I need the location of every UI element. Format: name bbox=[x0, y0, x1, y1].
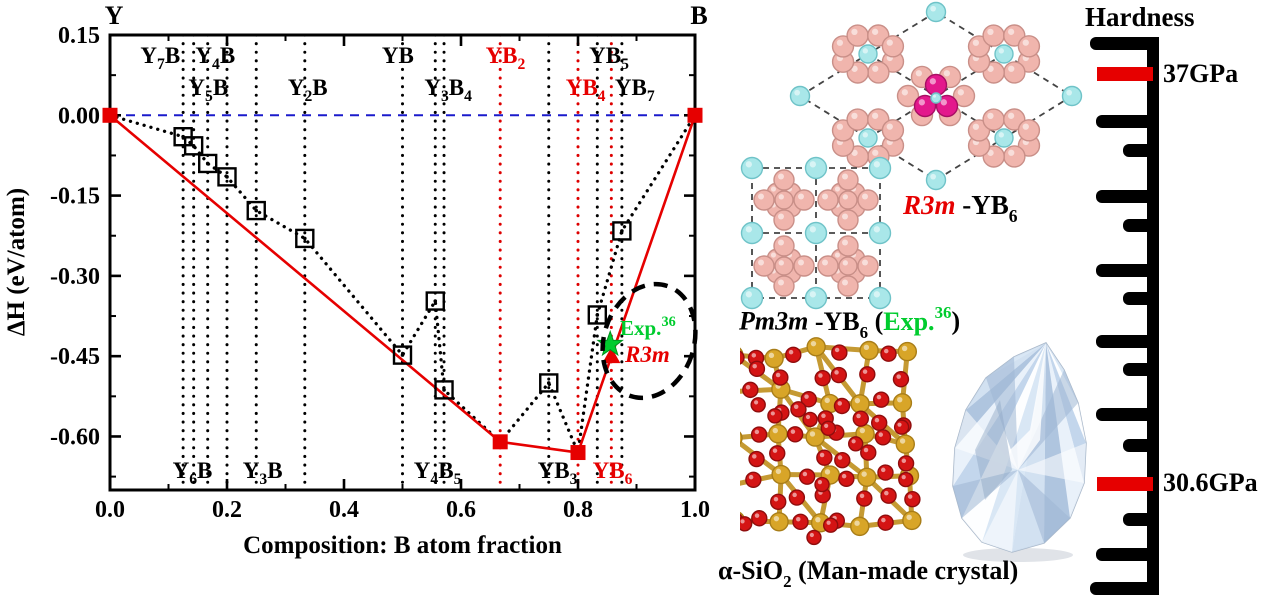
x-tick-label: 1.0 bbox=[680, 497, 710, 523]
x-tick-label: 0.6 bbox=[446, 497, 476, 523]
sio2-structure-label: α-SiO2 (Man-made crystal) bbox=[718, 556, 1019, 592]
compound-label: YB6 bbox=[593, 458, 633, 488]
y-tick-label: 0.00 bbox=[58, 103, 100, 129]
open-square-marker bbox=[197, 153, 218, 174]
metastable-dotted-line bbox=[108, 113, 697, 459]
hardness-tick bbox=[1096, 408, 1159, 421]
hardness-tick bbox=[1123, 439, 1159, 452]
annotation-ellipse bbox=[600, 281, 698, 401]
open-square-marker bbox=[217, 167, 237, 187]
open-square-marker bbox=[612, 221, 632, 241]
hardness-tick bbox=[1096, 115, 1159, 128]
compound-label: YB2 bbox=[486, 43, 526, 73]
filled-square-marker bbox=[102, 107, 118, 123]
composition-guide-lines bbox=[181, 33, 624, 492]
x-tick-label: 0.4 bbox=[329, 497, 359, 523]
compound-label: YB3 bbox=[538, 458, 578, 488]
hardness-red-marker bbox=[1097, 67, 1153, 81]
compound-label: Y5B bbox=[188, 75, 228, 105]
compound-label: Y7B bbox=[140, 43, 180, 73]
stable-phase-markers bbox=[102, 107, 703, 461]
corner-label-b: B bbox=[690, 1, 707, 30]
x-tick-label: 0.2 bbox=[212, 497, 242, 523]
pm3m-yb6-structure-image bbox=[740, 156, 892, 310]
y-tick-label: -0.15 bbox=[50, 184, 100, 210]
compound-label: Y3B bbox=[243, 458, 283, 488]
annotation-text: R3m bbox=[624, 342, 670, 367]
r3m-yb6-structure-image bbox=[789, 1, 1083, 191]
hardness-tick bbox=[1123, 363, 1159, 376]
hardness-tick bbox=[1123, 292, 1159, 305]
r3m-triangle-marker bbox=[602, 347, 621, 364]
compound-label: Y6B bbox=[173, 458, 213, 488]
compound-label: YB4 bbox=[566, 75, 606, 105]
hardness-tick bbox=[1090, 37, 1159, 50]
compound-label: Y4B bbox=[195, 43, 235, 73]
hardness-tick bbox=[1123, 219, 1159, 232]
compound-label: YB5 bbox=[589, 43, 629, 73]
y-tick-label: -0.45 bbox=[50, 344, 100, 370]
y-tick-label: -0.30 bbox=[50, 264, 100, 290]
open-square-marker bbox=[183, 136, 204, 156]
y-axis-title: ΔH (eV/atom) bbox=[3, 188, 30, 336]
hardness-tick bbox=[1123, 513, 1159, 526]
formation-enthalpy-chart: 0.0 0.2 0.4 0.6 0.8 1.0 0.15 0.00 -0.15 -0.30 -0.4… bbox=[3, 1, 710, 559]
hardness-tick bbox=[1096, 548, 1159, 561]
open-square-marker bbox=[587, 305, 608, 325]
structures-and-hardness-panel bbox=[740, 1, 1159, 595]
hardness-tick bbox=[1096, 190, 1159, 203]
annotation-text: Exp.36 bbox=[620, 314, 676, 340]
open-square-marker bbox=[295, 228, 315, 249]
plot-frame bbox=[108, 33, 697, 492]
open-square-marker bbox=[392, 345, 413, 365]
sio2-structure-image bbox=[740, 337, 932, 552]
open-square-marker bbox=[425, 291, 445, 311]
hardness-scale-title: Hardness bbox=[1085, 2, 1195, 32]
corner-label-y: Y bbox=[105, 1, 124, 30]
y-tick-label: -0.60 bbox=[50, 424, 100, 450]
hardness-red-marker bbox=[1097, 477, 1153, 491]
hardness-tick bbox=[1096, 264, 1159, 277]
pm3m-yb6-structure-label: Pm3m -YB6 (Exp.36) bbox=[739, 303, 961, 342]
r3m-yb6-structure-label: R3m -YB6 bbox=[903, 190, 1018, 227]
compound-label: Y4B5 bbox=[414, 458, 462, 488]
experiment-star-marker bbox=[596, 329, 624, 357]
hardness-tick bbox=[1123, 144, 1159, 157]
filled-square-marker bbox=[687, 107, 703, 123]
compound-label: YB bbox=[382, 43, 414, 68]
x-tick-label: 0.0 bbox=[95, 497, 125, 523]
hardness-tick bbox=[1090, 582, 1159, 595]
y-tick-label: 0.15 bbox=[58, 23, 100, 49]
open-square-marker bbox=[434, 380, 454, 400]
metastable-open-square-markers bbox=[173, 127, 632, 400]
x-axis-title: Composition: B atom fraction bbox=[243, 532, 562, 559]
compound-label: YB7 bbox=[615, 75, 655, 105]
convex-hull-line bbox=[109, 114, 697, 454]
x-tick-label: 0.8 bbox=[563, 497, 593, 523]
filled-square-marker bbox=[492, 434, 508, 450]
open-square-marker bbox=[246, 200, 266, 221]
hardness-tick bbox=[1096, 335, 1159, 348]
open-square-marker bbox=[539, 373, 559, 393]
hardness-marker-37gpa-label: 37GPa bbox=[1163, 59, 1239, 88]
hardness-marker-30gpa-label: 30.6GPa bbox=[1163, 468, 1258, 497]
compound-label: Y2B bbox=[288, 75, 328, 105]
filled-square-marker bbox=[570, 445, 586, 461]
compound-label: Y3B4 bbox=[424, 75, 472, 105]
hardness-scale-ruler bbox=[1090, 37, 1159, 595]
diamond-image bbox=[952, 342, 1087, 562]
